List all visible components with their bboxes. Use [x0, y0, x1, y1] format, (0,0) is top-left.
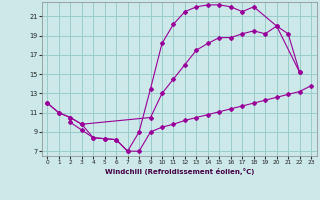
- X-axis label: Windchill (Refroidissement éolien,°C): Windchill (Refroidissement éolien,°C): [105, 168, 254, 175]
